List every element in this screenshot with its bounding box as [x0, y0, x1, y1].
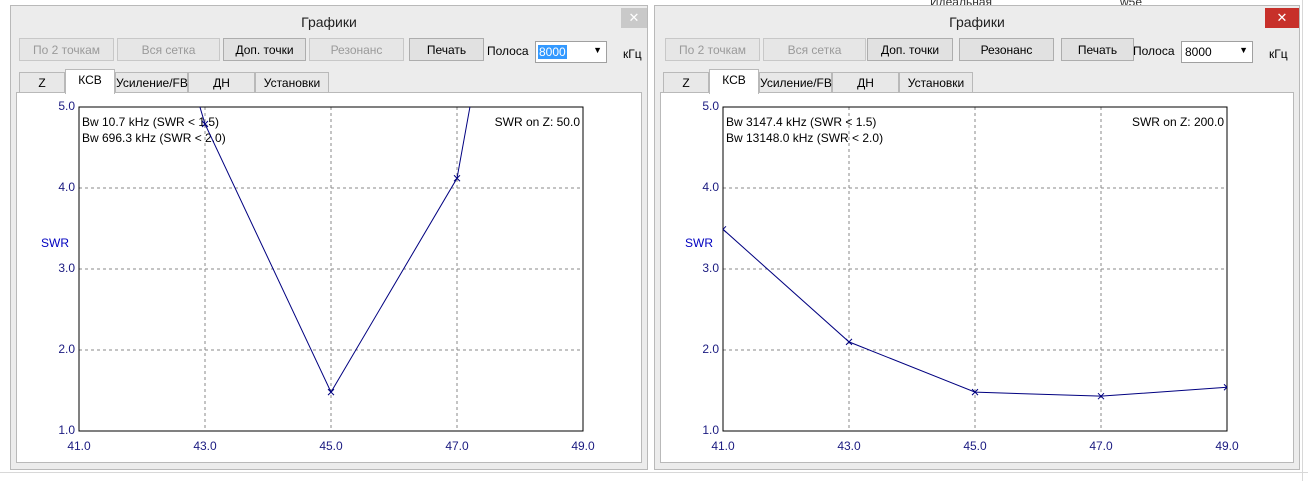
- band-value: 8000: [1185, 45, 1212, 59]
- x-tick-label: 41.0: [711, 439, 735, 453]
- annotation: Bw 3147.4 kHz (SWR < 1.5): [726, 115, 876, 129]
- x-tick-label: 45.0: [319, 439, 343, 453]
- point-marker: [1223, 383, 1227, 391]
- y-tick-label: 1.0: [58, 423, 75, 437]
- row-line: [0, 472, 1308, 473]
- band-select[interactable]: 8000 ▼: [535, 41, 607, 63]
- point-marker: [453, 174, 461, 182]
- chart: 1.0 2.0 3.0 4.0 5.0 41.0 43.0 45.0 47.0 49.0 SWR Bw…: [41, 99, 595, 453]
- toolbar-button[interactable]: По 2 точкам: [19, 38, 114, 61]
- chart: 1.0 2.0 3.0 4.0 5.0 41.0 43.0 45.0 47.0 49.0 SWR Bw…: [685, 99, 1239, 453]
- point-marker: [201, 120, 209, 128]
- y-tick-label: 4.0: [58, 180, 75, 194]
- toolbar-button[interactable]: Вся сетка: [117, 38, 220, 61]
- point-marker: [845, 338, 853, 346]
- tab[interactable]: КСВ: [709, 69, 759, 94]
- band-label: Полоса: [1133, 44, 1175, 58]
- y-axis-label: SWR: [41, 236, 69, 250]
- tab[interactable]: Z: [663, 72, 709, 93]
- y-tick-label: 5.0: [702, 99, 719, 113]
- tab[interactable]: Усиление/FB: [759, 72, 832, 93]
- dropdown-arrow: ▼: [593, 45, 602, 55]
- band-unit: кГц: [1269, 47, 1288, 61]
- tab[interactable]: Установки: [899, 72, 973, 93]
- tab[interactable]: Усиление/FB: [115, 72, 188, 93]
- y-axis-label: SWR: [685, 236, 713, 250]
- x-tick-label: 49.0: [1215, 439, 1239, 453]
- toolbar-button[interactable]: Печать: [409, 38, 484, 61]
- background-text: w5e: [1120, 0, 1142, 9]
- y-tick-label: 2.0: [58, 342, 75, 356]
- series: [199, 107, 471, 396]
- plot-frame: [78, 106, 584, 432]
- y-tick-label: 3.0: [58, 261, 75, 275]
- annotation: Bw 13148.0 kHz (SWR < 2.0): [726, 131, 883, 145]
- annotation: Bw 10.7 kHz (SWR < 1.5): [82, 115, 219, 129]
- point-marker: [327, 388, 335, 396]
- band-value: 8000: [538, 45, 567, 59]
- tab[interactable]: Установки: [255, 72, 329, 93]
- x-tick-label: 49.0: [571, 439, 595, 453]
- toolbar-button[interactable]: Доп. точки: [867, 38, 953, 61]
- window-title: Графики: [301, 14, 357, 30]
- tab[interactable]: ДН: [832, 72, 899, 93]
- band-label: Полоса: [487, 44, 529, 58]
- window-title: Графики: [949, 14, 1005, 30]
- y-tick-label: 2.0: [702, 342, 719, 356]
- toolbar-button[interactable]: Резонанс: [959, 38, 1054, 61]
- x-tick-label: 43.0: [193, 439, 217, 453]
- toolbar-button[interactable]: Доп. точки: [223, 38, 306, 61]
- x-tick-label: 41.0: [67, 439, 91, 453]
- tab[interactable]: ДН: [188, 72, 255, 93]
- plot-frame: [722, 106, 1228, 432]
- x-tick-label: 43.0: [837, 439, 861, 453]
- chart-panel: 1.0 2.0 3.0 4.0 5.0 41.0 43.0 45.0 47.0 49.0 SWR Bw…: [660, 92, 1294, 463]
- col-line: [1302, 0, 1303, 481]
- y-tick-label: 1.0: [702, 423, 719, 437]
- window: Графики ✕ По 2 точкам Вся сетка Доп. точки Ре…: [654, 5, 1300, 470]
- x-tick-label: 47.0: [445, 439, 469, 453]
- toolbar-button[interactable]: Резонанс: [309, 38, 404, 61]
- x-tick-label: 45.0: [963, 439, 987, 453]
- toolbar-button[interactable]: Вся сетка: [763, 38, 866, 61]
- tab[interactable]: Z: [19, 72, 65, 93]
- dropdown-arrow: ▼: [1239, 45, 1248, 55]
- window: Графики ✕ По 2 точкам Вся сетка Доп. точки Ре…: [10, 5, 648, 470]
- toolbar-button[interactable]: По 2 точкам: [665, 38, 760, 61]
- x-tick-label: 47.0: [1089, 439, 1113, 453]
- z-note: SWR on Z: 50.0: [495, 115, 581, 129]
- band-unit: кГц: [623, 47, 642, 61]
- y-tick-label: 5.0: [58, 99, 75, 113]
- band-select[interactable]: 8000 ▼: [1181, 41, 1253, 63]
- close-button[interactable]: ✕: [1265, 8, 1299, 28]
- series: [723, 225, 1227, 400]
- toolbar-button[interactable]: Печать: [1061, 38, 1134, 61]
- point-marker: [971, 388, 979, 396]
- background-text: Идеальная: [930, 0, 992, 9]
- y-tick-label: 4.0: [702, 180, 719, 194]
- z-note: SWR on Z: 200.0: [1132, 115, 1224, 129]
- close-button[interactable]: ✕: [621, 8, 647, 28]
- point-marker: [1097, 392, 1105, 400]
- point-marker: [723, 225, 727, 233]
- chart-panel: 1.0 2.0 3.0 4.0 5.0 41.0 43.0 45.0 47.0 49.0 SWR Bw…: [16, 92, 642, 463]
- tab[interactable]: КСВ: [65, 69, 115, 94]
- annotation: Bw 696.3 kHz (SWR < 2.0): [82, 131, 226, 145]
- y-tick-label: 3.0: [702, 261, 719, 275]
